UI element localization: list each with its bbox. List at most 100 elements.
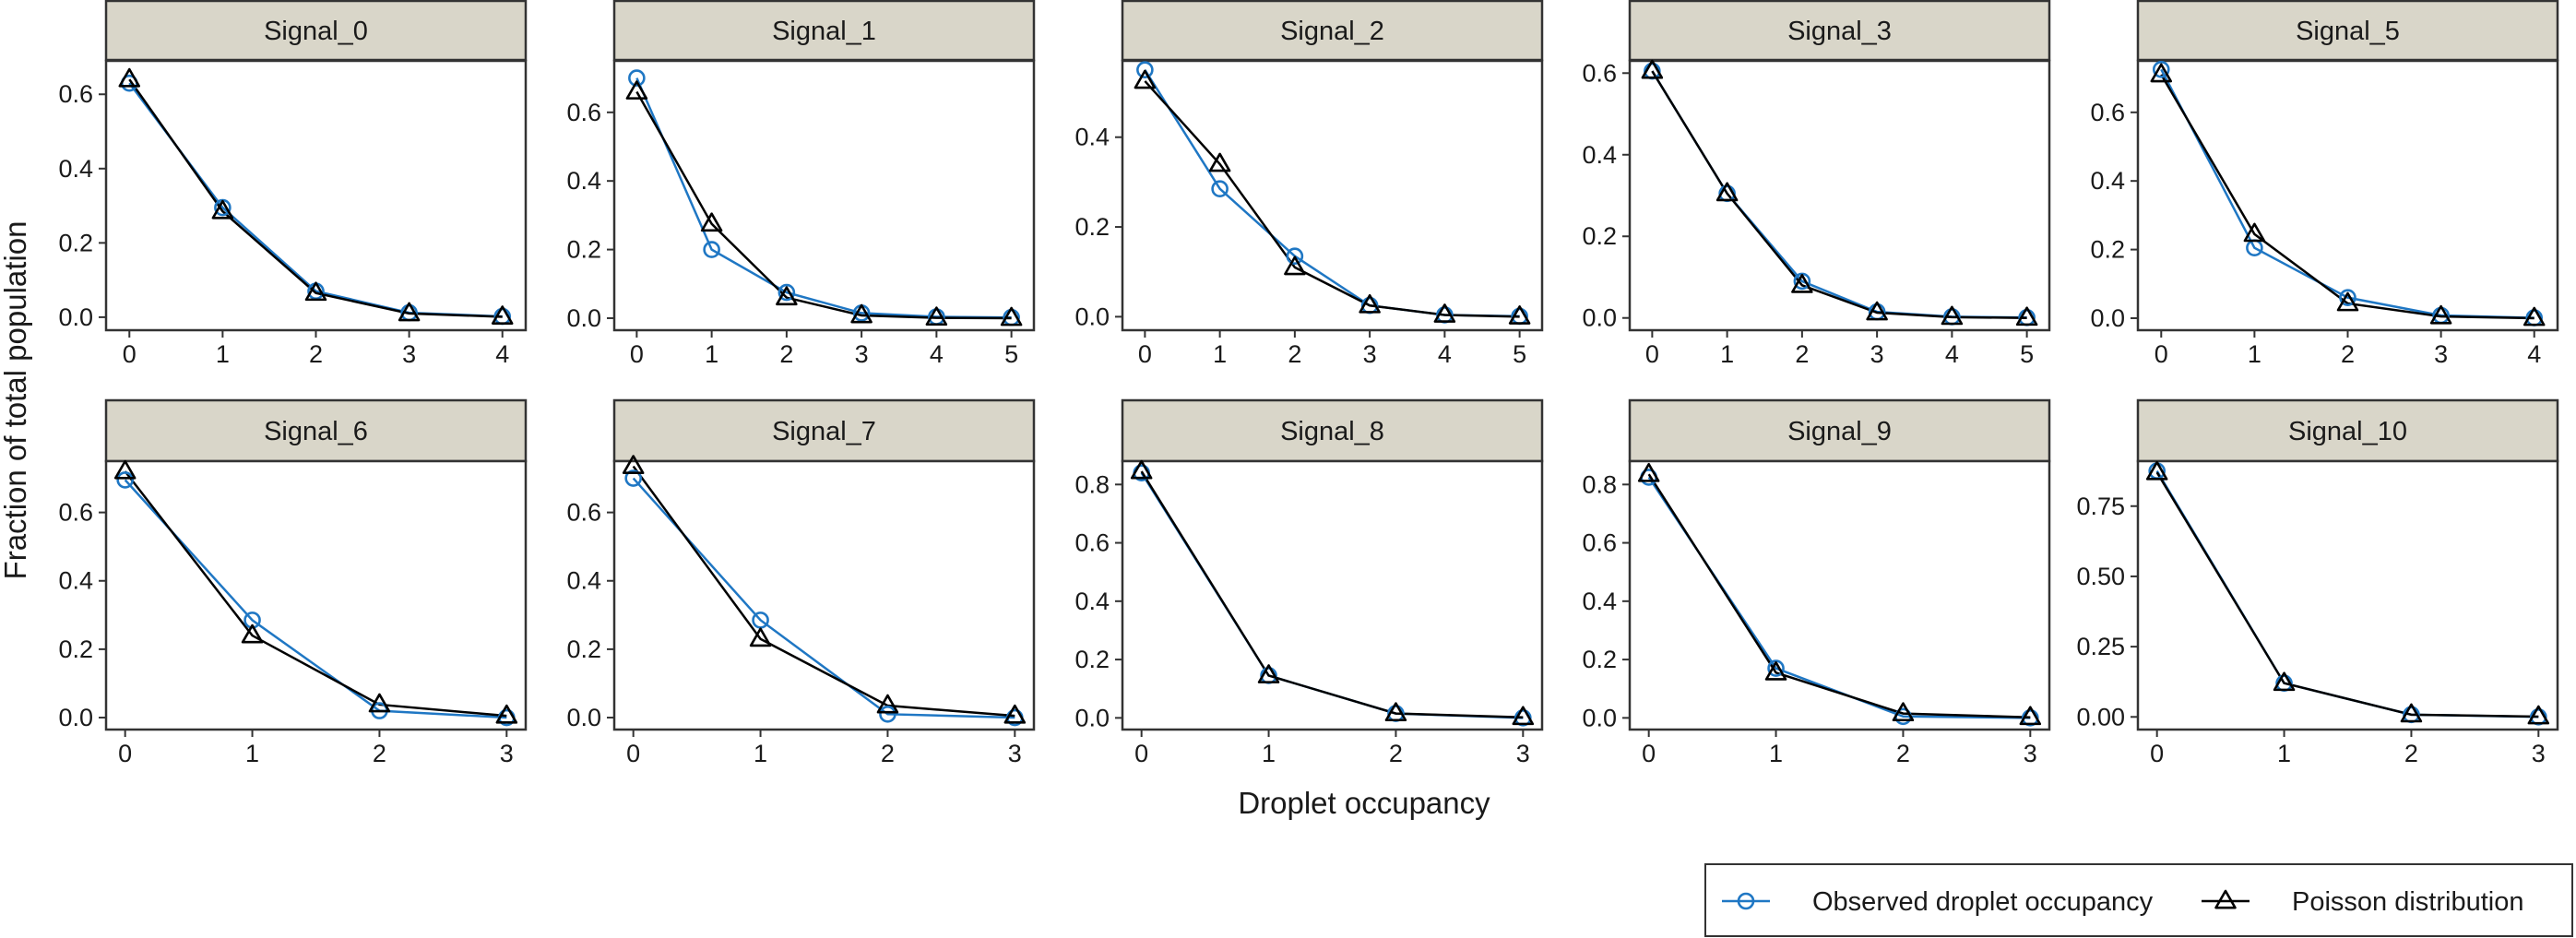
y-tick-label: 0.0 bbox=[1074, 303, 1110, 330]
observed-point bbox=[778, 283, 796, 302]
x-tick-label: 4 bbox=[495, 340, 509, 368]
panel: Signal_7 0 1 2 3 0.0 0.2 0.4 0.6 bbox=[566, 398, 1036, 767]
x-tick-label: 0 bbox=[1134, 740, 1148, 767]
x-tick-label: 0 bbox=[123, 340, 137, 368]
y-tick-label: 0.25 bbox=[2076, 633, 2125, 660]
series-line-poisson bbox=[635, 90, 1012, 320]
x-tick-label: 3 bbox=[855, 340, 869, 368]
poisson-point bbox=[2150, 63, 2173, 83]
x-tick-label: 1 bbox=[754, 740, 767, 767]
x-axis-title: Droplet occupancy bbox=[1238, 786, 1490, 820]
x-tick-label: 3 bbox=[1363, 340, 1377, 368]
x-tick-label: 2 bbox=[881, 740, 895, 767]
poisson-point bbox=[2273, 671, 2296, 692]
y-tick-label: 0.6 bbox=[2090, 99, 2125, 126]
x-tick-label: 4 bbox=[1438, 340, 1452, 368]
poisson-point bbox=[1508, 305, 1531, 325]
observed-point bbox=[1767, 659, 1785, 677]
y-tick-label: 0.4 bbox=[566, 567, 601, 595]
plot-area bbox=[1628, 59, 2051, 332]
panel-strip bbox=[1121, 398, 1544, 463]
series-line-poisson bbox=[1651, 70, 2027, 319]
poisson-point bbox=[1764, 661, 1787, 681]
y-tick-label: 0.6 bbox=[1582, 529, 1617, 557]
poisson-point bbox=[2336, 291, 2359, 312]
series-line-poisson bbox=[128, 78, 503, 318]
y-tick-label: 0.0 bbox=[2090, 304, 2125, 332]
poisson-point bbox=[1892, 702, 1915, 722]
y-tick-label: 0.2 bbox=[1582, 646, 1617, 673]
x-tick-label: 5 bbox=[1004, 340, 1018, 368]
poisson-point bbox=[622, 455, 645, 475]
y-tick-label: 0.8 bbox=[1582, 470, 1617, 498]
y-tick-label: 0.00 bbox=[2076, 703, 2125, 730]
y-tick-label: 0.6 bbox=[1074, 529, 1110, 557]
panel: Signal_8 0 1 2 3 0.0 0.2 0.4 0.6 0.8 bbox=[1074, 398, 1544, 767]
panel: Signal_1 0 1 2 3 4 5 0.0 0.2 0.4 0.6 bbox=[566, 0, 1036, 368]
poisson-point bbox=[491, 305, 514, 325]
legend-label: Observed droplet occupancy bbox=[1812, 887, 2154, 917]
y-tick-label: 0.2 bbox=[58, 635, 93, 663]
legend-triangle-icon bbox=[2214, 889, 2237, 909]
plot-area bbox=[104, 459, 528, 731]
y-tick-label: 0.2 bbox=[566, 236, 601, 264]
y-axis-title: Fraction of total population bbox=[0, 221, 32, 580]
panel-title: Signal_2 bbox=[1280, 17, 1384, 46]
poisson-point bbox=[211, 199, 234, 220]
series-line-poisson bbox=[2160, 74, 2534, 320]
series-line-observed bbox=[632, 477, 1015, 719]
x-tick-label: 1 bbox=[1213, 340, 1227, 368]
x-tick-label: 2 bbox=[1896, 740, 1910, 767]
poisson-point bbox=[876, 694, 899, 714]
y-tick-label: 0.2 bbox=[1582, 222, 1617, 250]
plot-area bbox=[1121, 59, 1544, 332]
legend-label: Poisson distribution bbox=[2292, 887, 2523, 917]
poisson-point bbox=[776, 286, 798, 306]
x-tick-label: 5 bbox=[2020, 340, 2034, 368]
y-tick-label: 0.4 bbox=[1074, 588, 1110, 615]
y-tick-label: 0.4 bbox=[1582, 141, 1617, 169]
panel-title: Signal_9 bbox=[1787, 417, 1892, 446]
y-tick-label: 0.2 bbox=[1074, 213, 1110, 241]
poisson-point bbox=[1284, 255, 1306, 276]
poisson-point bbox=[1130, 459, 1153, 480]
y-tick-label: 0.4 bbox=[1582, 588, 1617, 615]
panel-strip bbox=[104, 0, 528, 62]
poisson-point bbox=[1641, 59, 1664, 79]
panel: Signal_2 0 1 2 3 4 5 0.0 0.2 0.4 bbox=[1074, 0, 1544, 368]
poisson-point bbox=[1257, 664, 1280, 683]
observed-point bbox=[1286, 247, 1304, 266]
x-tick-label: 1 bbox=[2248, 340, 2261, 368]
series-line-poisson bbox=[1144, 80, 1520, 318]
poisson-point bbox=[1000, 306, 1023, 327]
y-tick-label: 0.0 bbox=[566, 704, 601, 731]
series-line-poisson bbox=[1647, 473, 2031, 718]
poisson-point bbox=[1003, 704, 1027, 724]
panel: Signal_0 0 1 2 3 4 0.0 0.2 0.4 0.6 bbox=[58, 0, 528, 368]
x-tick-label: 2 bbox=[2404, 740, 2418, 767]
x-tick-label: 0 bbox=[2150, 740, 2164, 767]
poisson-point bbox=[2015, 306, 2038, 327]
y-tick-label: 0.4 bbox=[2090, 167, 2125, 195]
observed-point bbox=[879, 706, 896, 723]
poisson-point bbox=[925, 306, 948, 327]
panel-grid: Signal_0 0 1 2 3 4 0.0 0.2 0.4 0.6 Signal_10 1 2 3 4 50… bbox=[58, 0, 2559, 767]
x-tick-label: 4 bbox=[1945, 340, 1959, 368]
panel-strip bbox=[612, 398, 1036, 463]
panel-strip bbox=[1628, 0, 2051, 62]
poisson-point bbox=[118, 67, 141, 88]
panel-title: Signal_8 bbox=[1280, 417, 1384, 446]
y-tick-label: 0.6 bbox=[566, 499, 601, 527]
y-tick-label: 0.0 bbox=[1582, 704, 1617, 731]
x-tick-label: 2 bbox=[1288, 340, 1301, 368]
panel-title: Signal_5 bbox=[2296, 17, 2400, 46]
series-line-poisson bbox=[632, 465, 1015, 718]
y-tick-label: 0.4 bbox=[58, 567, 93, 595]
poisson-point bbox=[2429, 304, 2452, 325]
y-tick-label: 0.4 bbox=[58, 155, 93, 183]
y-tick-label: 0.2 bbox=[58, 229, 93, 256]
panel-title: Signal_0 bbox=[264, 17, 368, 46]
panel-strip bbox=[1628, 398, 2051, 463]
x-tick-label: 0 bbox=[1645, 340, 1659, 368]
x-tick-label: 0 bbox=[1642, 740, 1656, 767]
